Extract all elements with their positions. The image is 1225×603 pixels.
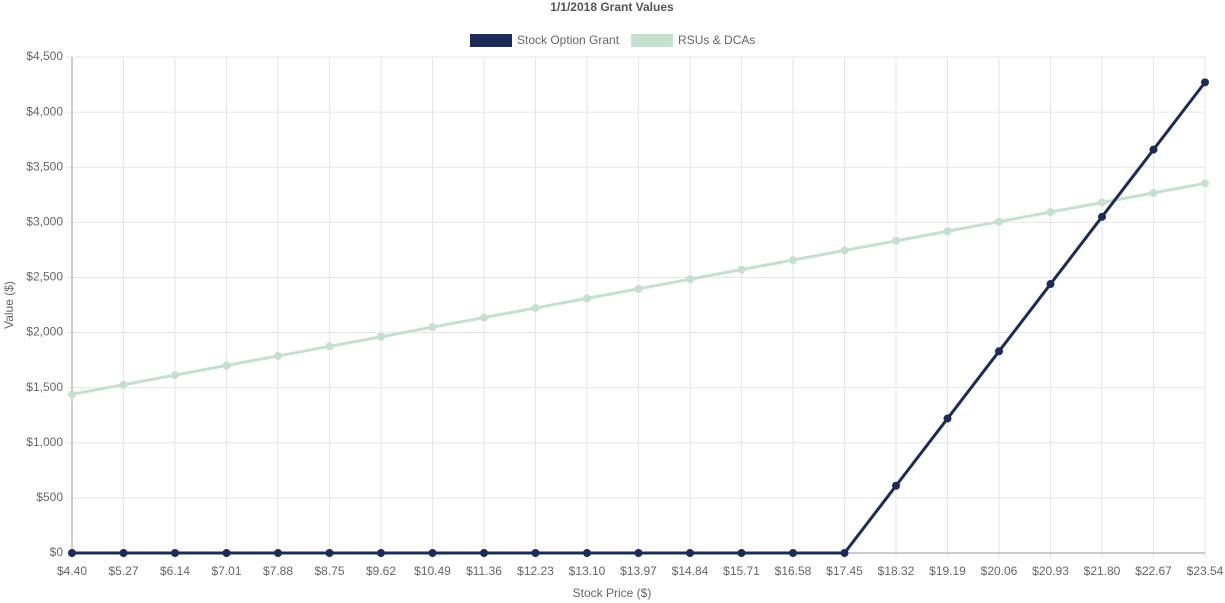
data-point xyxy=(789,256,797,265)
data-point xyxy=(222,361,231,370)
legend-swatch[interactable] xyxy=(631,34,674,47)
data-point xyxy=(377,332,385,341)
data-point xyxy=(531,303,540,312)
data-point xyxy=(325,549,334,557)
data-point xyxy=(1201,78,1209,87)
data-point xyxy=(171,549,179,557)
data-point xyxy=(737,265,746,274)
data-point xyxy=(119,549,128,557)
y-tick-label: $1,500 xyxy=(26,380,63,394)
data-point xyxy=(995,347,1003,356)
x-tick-label: $7.88 xyxy=(263,564,293,578)
data-point xyxy=(274,351,282,360)
x-tick-label: $11.36 xyxy=(466,564,502,578)
data-point xyxy=(943,414,952,423)
data-point xyxy=(428,323,437,332)
data-point xyxy=(737,549,746,557)
data-point xyxy=(995,217,1003,226)
x-tick-label: $18.32 xyxy=(878,564,915,578)
data-point xyxy=(1149,188,1158,197)
data-point xyxy=(1149,145,1158,154)
y-tick-label: $4,000 xyxy=(26,104,63,118)
legend-label[interactable]: RSUs & DCAs xyxy=(678,33,755,47)
x-tick-label: $22.67 xyxy=(1135,564,1172,578)
x-tick-label: $19.19 xyxy=(929,564,966,578)
data-point xyxy=(943,227,952,236)
chart-title: 1/1/2018 Grant Values xyxy=(550,0,674,14)
data-point xyxy=(480,313,488,322)
y-tick-label: $2,500 xyxy=(26,270,63,284)
x-tick-label: $23.54 xyxy=(1187,564,1224,578)
x-tick-label: $21.80 xyxy=(1084,564,1121,578)
data-point xyxy=(325,342,334,351)
data-point xyxy=(377,549,385,557)
x-tick-label: $5.27 xyxy=(108,564,138,578)
x-tick-label: $4.40 xyxy=(57,564,87,578)
data-point xyxy=(119,380,128,389)
x-axis-title: Stock Price ($) xyxy=(573,586,652,600)
data-point xyxy=(789,549,797,557)
data-point xyxy=(634,284,643,293)
x-tick-label: $20.93 xyxy=(1032,564,1069,578)
y-tick-label: $2,000 xyxy=(26,325,63,339)
y-tick-label: $0 xyxy=(50,545,64,559)
data-point xyxy=(634,549,643,557)
data-point xyxy=(1098,212,1106,221)
data-point xyxy=(274,549,282,557)
data-point xyxy=(892,481,900,490)
y-tick-label: $1,000 xyxy=(26,435,63,449)
data-point xyxy=(1046,280,1055,289)
data-point xyxy=(1201,179,1209,188)
x-tick-label: $15.71 xyxy=(723,564,760,578)
x-tick-label: $7.01 xyxy=(211,564,241,578)
x-tick-label: $13.10 xyxy=(569,564,606,578)
legend-label[interactable]: Stock Option Grant xyxy=(517,33,620,47)
legend-swatch[interactable] xyxy=(470,34,512,47)
data-point xyxy=(840,246,849,255)
y-tick-label: $3,000 xyxy=(26,215,63,229)
x-tick-label: $10.49 xyxy=(414,564,451,578)
data-point xyxy=(686,275,694,284)
data-point xyxy=(428,549,437,557)
data-point xyxy=(68,549,76,557)
x-tick-label: $6.14 xyxy=(160,564,190,578)
x-tick-label: $14.84 xyxy=(672,564,709,578)
x-tick-label: $20.06 xyxy=(981,564,1018,578)
data-point xyxy=(686,549,694,557)
x-tick-label: $16.58 xyxy=(775,564,812,578)
x-tick-label: $13.97 xyxy=(620,564,657,578)
data-point xyxy=(480,549,488,557)
data-point xyxy=(840,549,849,557)
y-axis-title: Value ($) xyxy=(2,281,16,329)
data-point xyxy=(531,549,540,557)
data-point xyxy=(1046,208,1055,217)
y-tick-label: $500 xyxy=(36,490,63,504)
data-point xyxy=(1098,198,1106,207)
data-point xyxy=(583,549,591,557)
x-tick-label: $17.45 xyxy=(826,564,863,578)
y-tick-label: $4,500 xyxy=(26,49,63,63)
x-tick-label: $8.75 xyxy=(314,564,344,578)
data-point xyxy=(583,294,591,303)
data-point xyxy=(222,549,231,557)
data-point xyxy=(68,390,76,399)
data-point xyxy=(892,236,900,245)
data-point xyxy=(171,371,179,380)
y-tick-label: $3,500 xyxy=(26,159,63,173)
x-tick-label: $9.62 xyxy=(366,564,396,578)
x-tick-label: $12.23 xyxy=(517,564,554,578)
